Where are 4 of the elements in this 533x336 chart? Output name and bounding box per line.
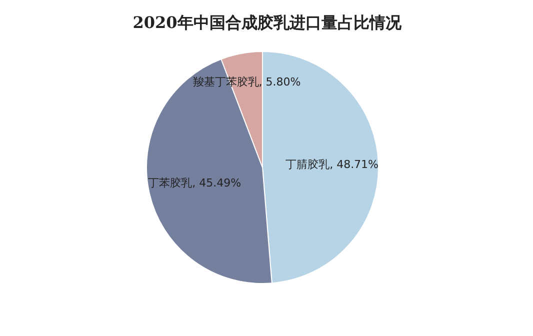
- slice-label: 丁腈胶乳, 48.71%: [286, 158, 379, 172]
- chart-title: 2020年中国合成胶乳进口量占比情况: [132, 13, 402, 32]
- slice-label: 丁苯胶乳, 45.49%: [148, 176, 242, 190]
- slice-label: 羧基丁苯胶乳, 5.80%: [192, 75, 301, 88]
